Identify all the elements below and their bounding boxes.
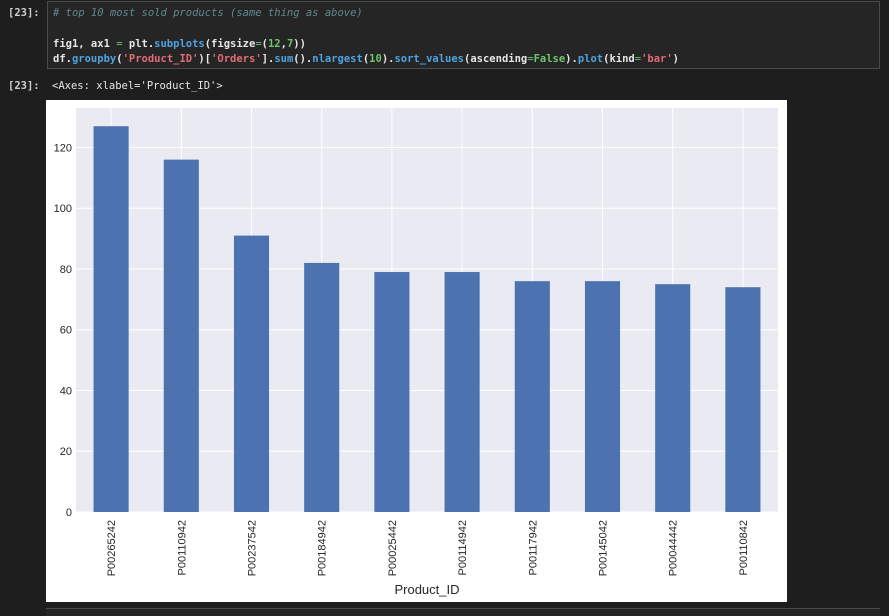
y-tick-label: 60 [60,325,72,337]
bar-p00025442 [374,272,410,512]
code-token: )[ [198,53,212,65]
x-tick-label: P00025442 [387,520,399,576]
y-tick-label: 40 [60,385,72,397]
code-token: 'Orders' [211,53,262,65]
code-token: nlargest [312,53,363,65]
code-token: fig1, ax1 [53,38,117,50]
bar-p00110942 [163,159,199,512]
bar-p00145042 [584,281,621,512]
code-token: sort_values [394,53,465,65]
code-token: groupby [71,53,117,65]
code-token: (figsize [204,38,256,50]
code-comment-line: # top 10 most sold products (same thing … [53,7,363,19]
code-cell-input[interactable]: # top 10 most sold products (same thing … [47,1,880,69]
code-token: (ascending [464,53,528,65]
chart-svg: 0 20 40 60 80 100 120 P00265242 P00110942 P002375… [54,108,778,597]
output-prompt: [23]: [8,80,40,92]
x-tick-label: P00117942 [527,520,539,575]
code-token: sum [274,53,294,65]
y-tick-label: 120 [54,142,72,154]
bar-p00044442 [655,284,691,512]
output-text: <Axes: xlabel='Product_ID'> [52,80,223,92]
code-token: ( [261,38,268,50]
code-token: (kind [603,53,635,65]
code-token: 7 [286,38,294,50]
code-token: = [255,38,262,50]
x-tick-label: P00110842 [738,520,750,575]
bar-p00114942 [444,272,480,512]
code-token: 10 [369,53,382,65]
code-token: False [533,53,566,65]
code-token: ) [672,53,679,65]
x-axis-label: Product_ID [394,582,459,597]
y-tick-label: 80 [60,264,72,276]
code-token: (). [293,53,313,65]
code-token: 12 [267,38,281,50]
code-token: df. [53,53,72,65]
bar-p00184942 [304,262,340,512]
x-tick-label: P00237542 [247,520,259,576]
code-token: = [116,38,123,50]
code-token: plt. [122,38,155,50]
code-token: ( [116,53,123,65]
y-tick-label: 100 [54,203,72,215]
code-token: ]. [261,53,275,65]
code-token: = [634,53,642,65]
code-token: ). [565,53,578,65]
bar-chart-output: 0 20 40 60 80 100 120 P00265242 P00110942 P002375… [46,100,787,602]
bar-p00110842 [725,287,761,512]
bar-p00237542 [233,235,270,512]
input-prompt: [23]: [8,7,40,19]
code-token: )) [293,38,306,50]
code-token: , [280,38,287,50]
next-cell-edge [46,608,880,616]
y-tick-label: 0 [66,507,72,519]
code-token: ). [381,53,395,65]
code-token: 'bar' [641,53,673,65]
code-line-groupby: df.groupby('Product_ID')['Orders'].sum()… [53,53,679,65]
code-token: subplots [154,38,205,50]
x-tick-label: P00044442 [668,520,680,576]
code-line-subplots: fig1, ax1 = plt.subplots(figsize=(12,7)) [53,38,306,50]
code-token: ( [362,53,370,65]
code-token: 'Product_ID' [122,53,199,65]
x-tick-label: P00145042 [598,520,610,576]
x-tick-label: P00110942 [176,520,188,575]
y-tick-label: 20 [60,446,72,458]
x-tick-label: P00265242 [106,520,118,576]
bar-p00265242 [93,126,129,513]
code-token: plot [577,53,604,65]
code-token: = [527,53,534,65]
x-tick-label: P00114942 [457,520,469,575]
bar-p00117942 [514,281,550,512]
x-tick-label: P00184942 [317,520,329,576]
